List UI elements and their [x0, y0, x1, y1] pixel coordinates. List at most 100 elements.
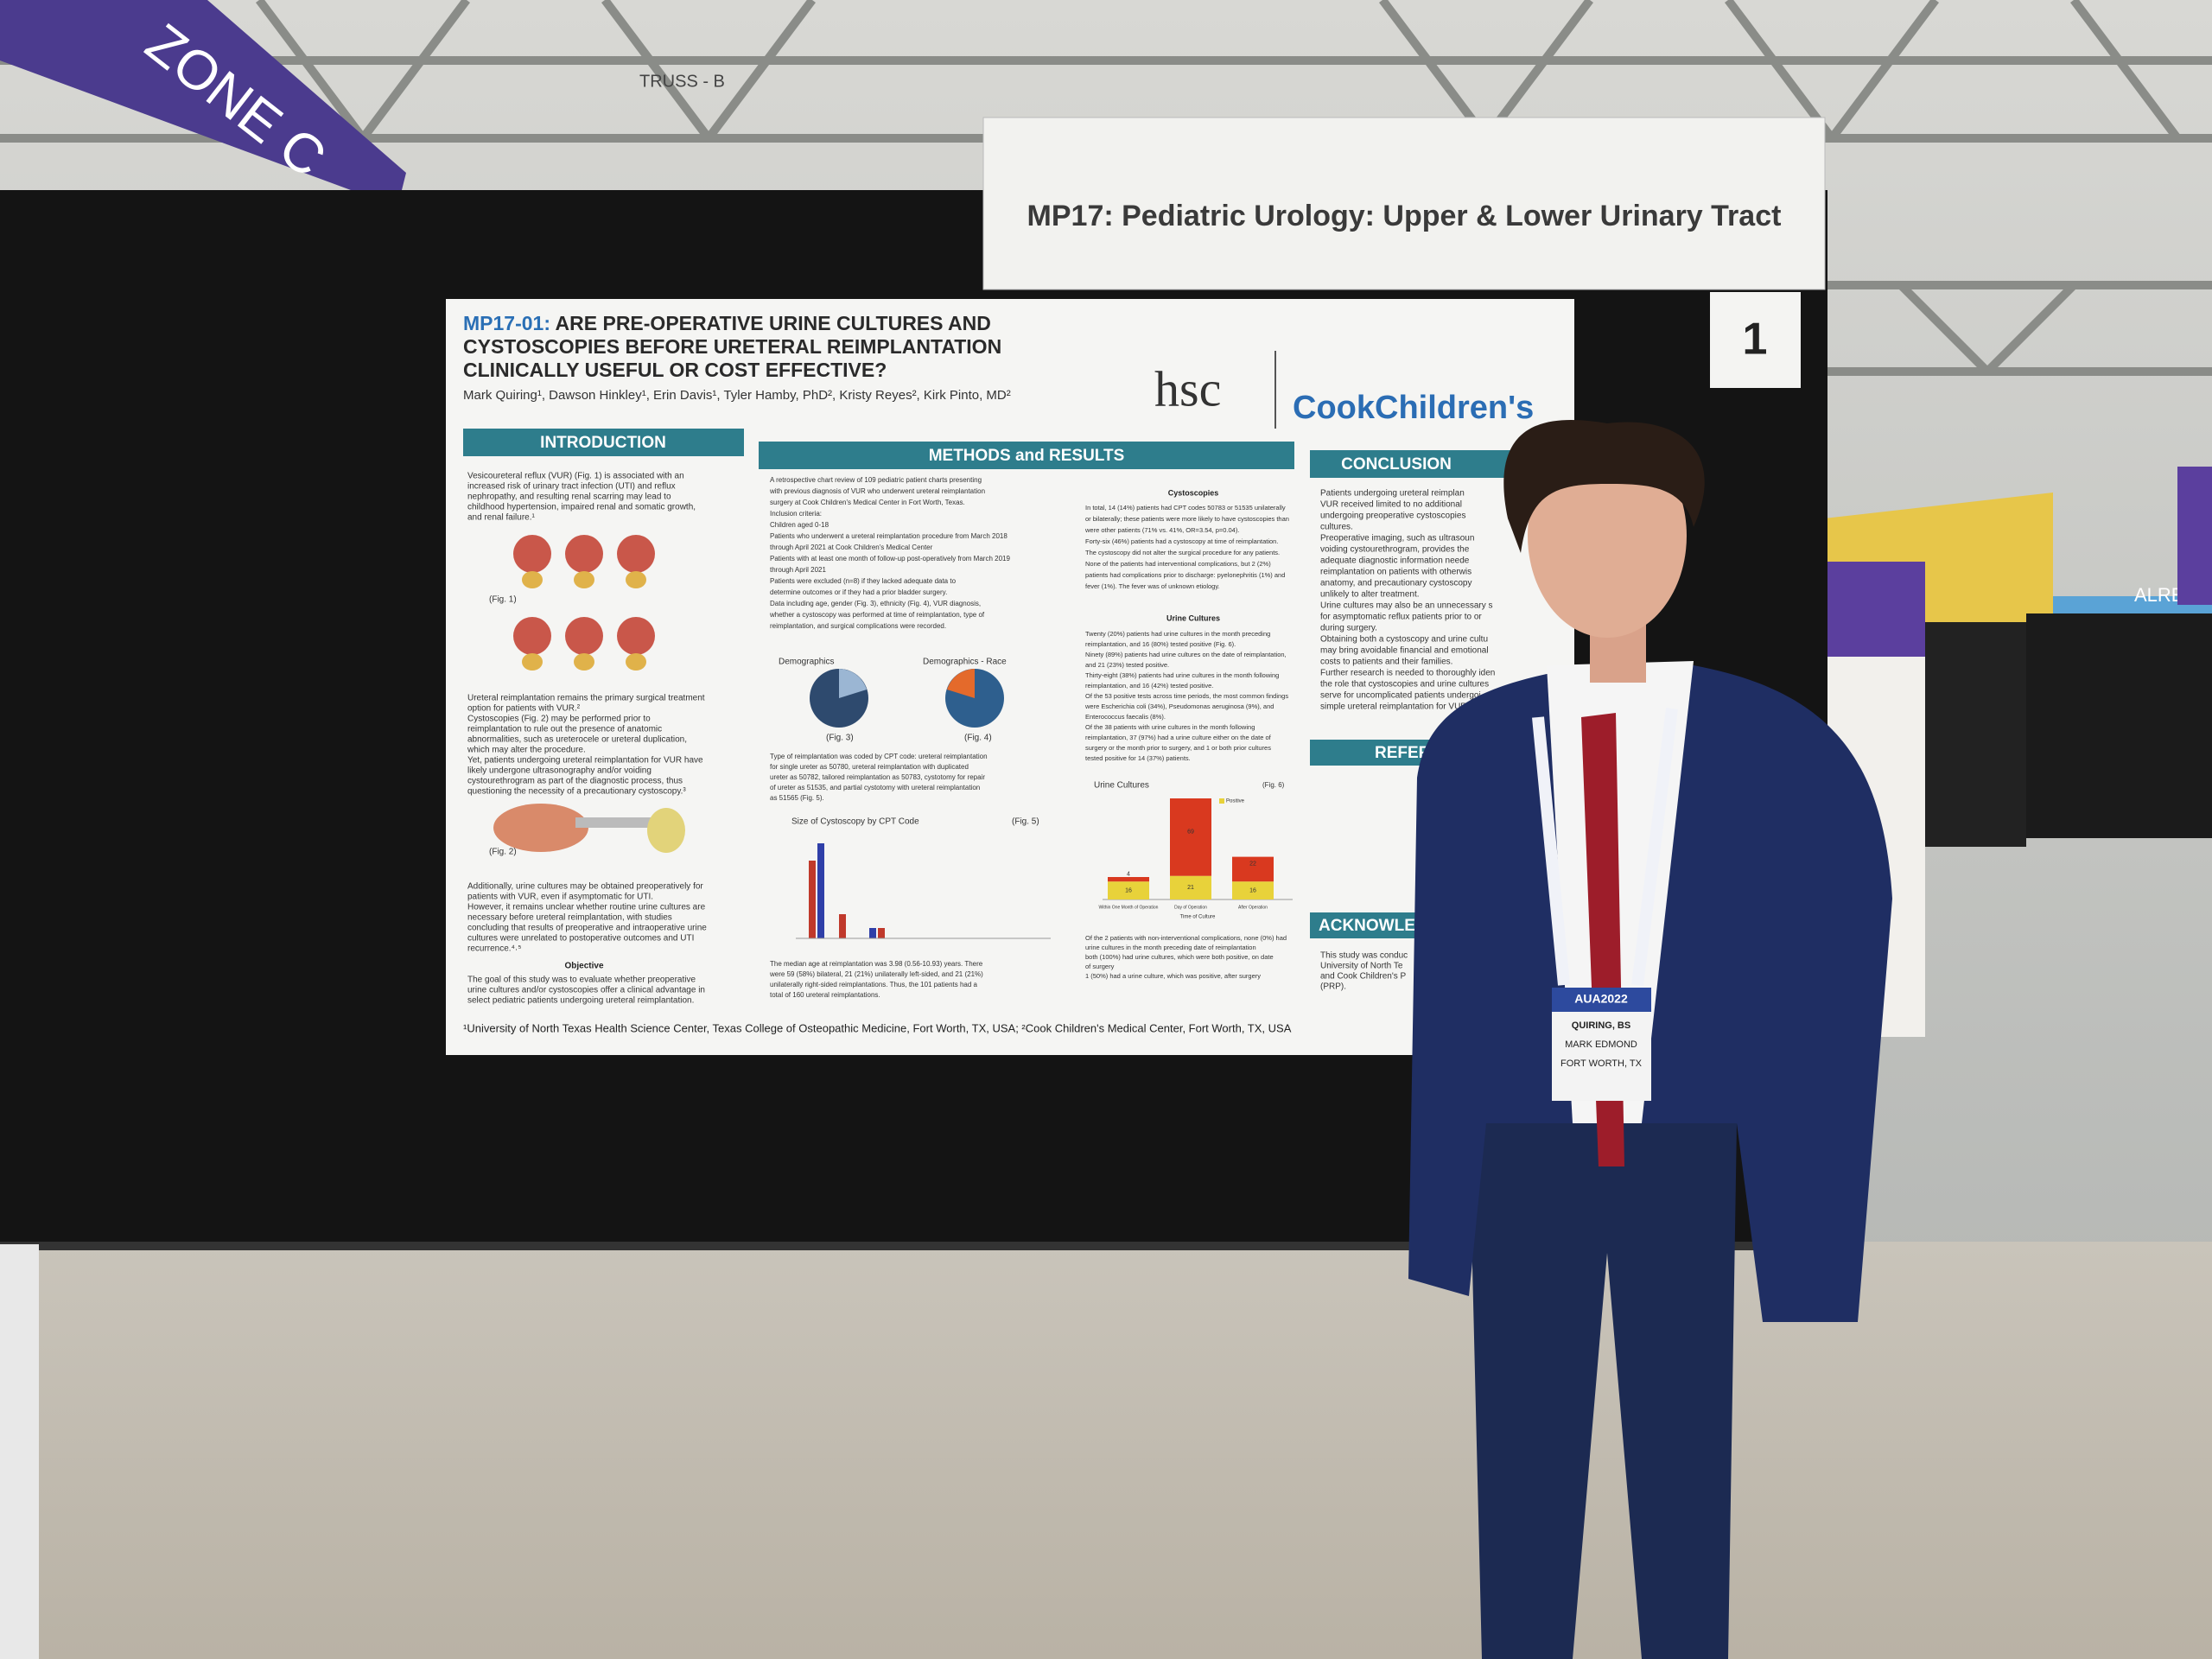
- category-label: After Operation: [1238, 905, 1268, 910]
- poster-text: unlikely to alter treatment.: [1320, 590, 1420, 600]
- poster-text: both (100%) had urine cultures, which we…: [1085, 953, 1274, 961]
- poster-text: surgery at Cook Children's Medical Cente…: [770, 499, 965, 506]
- poster-text: A retrospective chart review of 109 pedi…: [770, 476, 982, 484]
- bar-positive: [1108, 881, 1149, 899]
- poster-text: Data including age, gender (Fig. 3), eth…: [770, 600, 981, 607]
- poster-text: necessary before ureteral reimplantation…: [467, 913, 672, 923]
- poster-text: abnormalities, such as ureterocele or ur…: [467, 735, 687, 745]
- poster-text: likely undergone ultrasonography and/or …: [467, 766, 652, 776]
- poster-text: reimplantation, and 16 (42%) tested posi…: [1085, 682, 1213, 690]
- poster-text: Thirty-eight (38%) patients had urine cu…: [1085, 671, 1279, 679]
- title-line: CLINICALLY USEFUL OR COST EFFECTIVE?: [463, 359, 887, 381]
- poster-text: fever (1%). The fever was of unknown eti…: [1085, 582, 1220, 590]
- banner-right: [2177, 467, 2212, 605]
- urine-culture-chart: Urine Cultures(Fig. 6)NegativePositive16…: [1094, 781, 1293, 920]
- chart-title: Urine Cultures: [1094, 781, 1149, 791]
- pie-charts: [810, 669, 1004, 728]
- poster-text: reimplantation, 37 (97%) had a urine cul…: [1085, 734, 1272, 741]
- cpt-bars: [796, 843, 1051, 939]
- poster-text: Children aged 0-18: [770, 521, 830, 529]
- bar-positive: [1232, 881, 1274, 899]
- badge-header: [1552, 988, 1651, 1012]
- poster-text: Twenty (20%) patients had urine cultures…: [1085, 630, 1270, 638]
- poster-text: questioning the necessity of a precautio…: [467, 787, 686, 797]
- poster-text: whether a cystoscopy was performed at ti…: [769, 611, 985, 619]
- poster-text: costs to patients and their families.: [1320, 658, 1452, 667]
- poster-text: Ureteral reimplantation remains the prim…: [467, 694, 705, 703]
- poster-text: ureter as 50782, tailored reimplantation…: [770, 773, 985, 781]
- poster-text: reimplantation, and surgical complicatio…: [770, 622, 946, 630]
- poster-text: Ninety (89%) patients had urine cultures…: [1085, 651, 1287, 658]
- poster-text: Patients undergoing ureteral reimplan: [1320, 489, 1465, 499]
- poster-text: the role that cystoscopies and urine cul…: [1320, 680, 1489, 690]
- poster-text: patients with VUR, even if asymptomatic …: [467, 893, 653, 902]
- bar-label: 22: [1249, 861, 1256, 868]
- poster-text: select pediatric patients undergoing ure…: [467, 996, 694, 1006]
- poster-text: University of North Te: [1320, 962, 1403, 971]
- poster-text: (PRP).: [1320, 982, 1346, 992]
- poster-text: Type of reimplantation was coded by CPT …: [770, 753, 988, 760]
- poster-text: This study was conduc: [1320, 951, 1408, 961]
- zone-banner: [0, 0, 406, 207]
- lanyard: [1532, 708, 1678, 986]
- poster-text: reimplantation, and 16 (80%) tested posi…: [1085, 640, 1236, 648]
- poster-text: anatomy, and precautionary cystoscopy: [1320, 579, 1471, 588]
- bar-label: 4: [1127, 871, 1130, 877]
- intro-heading: INTRODUCTION: [540, 434, 666, 452]
- subheading: Urine Cultures: [1166, 613, 1220, 622]
- poster-text: nephropathy, and resulting renal scarrin…: [467, 493, 671, 502]
- bar-positive: [1170, 875, 1211, 899]
- floor: [0, 1242, 2212, 1659]
- section-header: [759, 442, 1294, 469]
- poster-text: The goal of this study was to evaluate w…: [467, 976, 696, 985]
- poster-text: Vesicoureteral reflux (VUR) (Fig. 1) is …: [467, 472, 684, 481]
- poster: MP17-01: ARE PRE-OPERATIVE URINE CULTURE…: [446, 299, 1574, 1055]
- poster-text: serve for uncomplicated patients undergo…: [1320, 691, 1481, 701]
- poster-text: surgery or the month prior to surgery, a…: [1085, 744, 1271, 752]
- poster-text: Cystoscopies (Fig. 2) may be performed p…: [467, 715, 651, 724]
- poster-text: Enterococcus faecalis (8%).: [1085, 713, 1166, 721]
- poster-text: undergoing preoperative cystoscopies: [1320, 512, 1465, 521]
- poster-text: recurrence.⁴˒⁵: [467, 944, 521, 954]
- board-base: [0, 1242, 1827, 1250]
- figure-label: (Fig. 3): [826, 734, 854, 743]
- poster-text: The median age at reimplantation was 3.9…: [770, 960, 983, 968]
- conclusion-heading: CONCLUSION: [1341, 455, 1452, 474]
- poster-text: patients had complications prior to disc…: [1085, 571, 1285, 579]
- poster-text: reimplantation to rule out the presence …: [467, 725, 662, 734]
- board-number-box: [1710, 292, 1801, 388]
- cystoscopy-figure: [493, 804, 685, 853]
- badge-text: AUA2022: [1574, 992, 1628, 1006]
- person: AUA2022 QUIRING, BS MARK EDMOND FORT WORTH,…: [1408, 420, 1892, 1659]
- logo-hsc: hsc: [1154, 360, 1221, 416]
- session-title: MP17: Pediatric Urology: Upper & Lower U…: [1027, 200, 1782, 232]
- section-header: [463, 429, 744, 456]
- poster-text: VUR received limited to no additional: [1320, 500, 1462, 510]
- poster-text: cultures.: [1320, 523, 1353, 532]
- bar-label: 69: [1187, 830, 1194, 836]
- banner-top: [1821, 562, 1925, 657]
- figure-label: (Fig. 1): [489, 595, 517, 605]
- poster-footer: ¹University of North Texas Health Scienc…: [463, 1021, 1292, 1034]
- poster-text: during surgery.: [1320, 624, 1377, 633]
- bar-negative: [1232, 856, 1274, 882]
- poster-text: childhood hypertension, impaired renal a…: [467, 503, 696, 512]
- poster-text: voiding cystourethrogram, provides the: [1320, 545, 1470, 555]
- poster-text: and 21 (23%) tested positive.: [1085, 661, 1169, 669]
- title-line: ARE PRE-OPERATIVE URINE CULTURES AND: [556, 312, 991, 334]
- bar-negative: [1170, 798, 1211, 876]
- poster-text: urine cultures and/or cystoscopies offer…: [467, 986, 705, 995]
- poster-text: adequate diagnostic information neede: [1320, 556, 1470, 566]
- title-id: MP17-01:: [463, 312, 550, 334]
- post: [0, 1244, 39, 1659]
- pie-label: Demographics - Race: [923, 658, 1007, 667]
- poster-text: of ureter as 51535, and partial cystotom…: [770, 784, 980, 791]
- poster-text: Patients were excluded (n=8) if they lac…: [770, 577, 957, 585]
- poster-text: simple ureteral reimplantation for VUR.: [1320, 702, 1469, 712]
- legend-swatch: [1219, 798, 1224, 804]
- poster-text: 1 (50%) had a urine culture, which was p…: [1085, 972, 1261, 980]
- poster-text: as 51565 (Fig. 5).: [770, 794, 824, 802]
- poster-text: for single ureter as 50780, ureteral rei…: [770, 763, 969, 771]
- poster-text: Patients who underwent a ureteral reimpl…: [770, 532, 1007, 540]
- poster-text: and renal failure.¹: [467, 513, 535, 523]
